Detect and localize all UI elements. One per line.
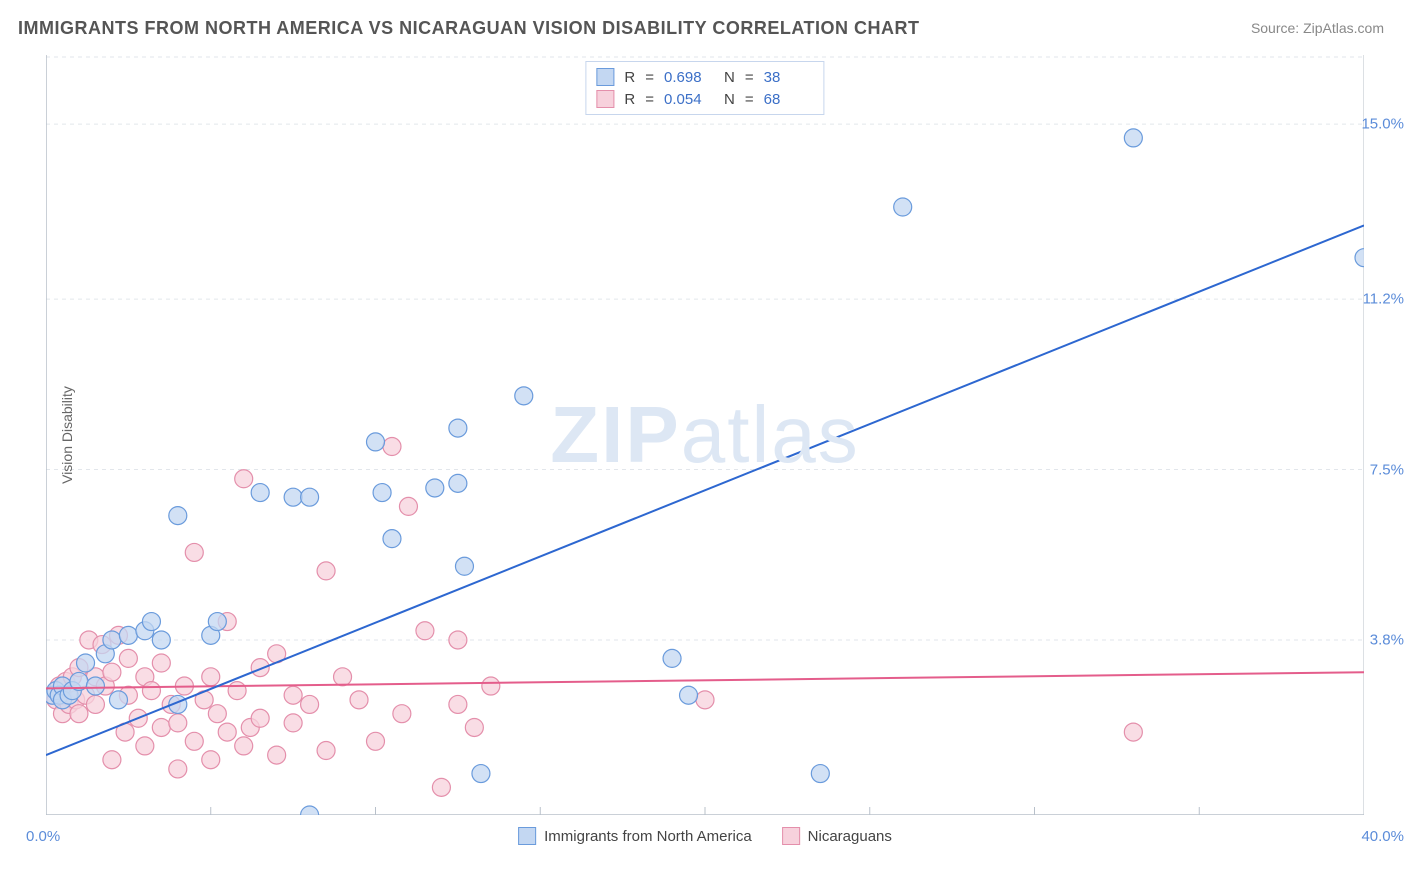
series-label-blue: Immigrants from North America bbox=[544, 828, 752, 845]
legend-item-blue: Immigrants from North America bbox=[518, 827, 752, 845]
chart-plot-area: ZIPatlas Vision Disability R = 0.698 N =… bbox=[46, 55, 1364, 815]
y-axis-label: Vision Disability bbox=[59, 386, 75, 484]
swatch-blue-icon-2 bbox=[518, 827, 536, 845]
swatch-pink-icon bbox=[596, 90, 614, 108]
x-tick-max: 40.0% bbox=[1361, 828, 1404, 845]
x-tick-min: 0.0% bbox=[26, 828, 60, 845]
source-link[interactable]: ZipAtlas.com bbox=[1303, 20, 1384, 36]
source-prefix: Source: bbox=[1251, 20, 1303, 36]
swatch-blue-icon bbox=[596, 68, 614, 86]
eq-label: = bbox=[645, 69, 654, 86]
source-attribution: Source: ZipAtlas.com bbox=[1251, 20, 1384, 36]
y-tick-label: 3.8% bbox=[1370, 631, 1404, 648]
eq-label-p: = bbox=[645, 91, 654, 108]
n-value-blue: 38 bbox=[764, 69, 814, 86]
legend-item-pink: Nicaraguans bbox=[782, 827, 892, 845]
legend-row-blue: R = 0.698 N = 38 bbox=[596, 66, 813, 88]
y-tick-label: 7.5% bbox=[1370, 461, 1404, 478]
scatter-plot-svg bbox=[46, 55, 1364, 815]
r-value-pink: 0.054 bbox=[664, 91, 714, 108]
y-tick-label: 11.2% bbox=[1363, 291, 1404, 308]
n-value-pink: 68 bbox=[764, 91, 814, 108]
correlation-legend: R = 0.698 N = 38 R = 0.054 N = 68 bbox=[585, 61, 824, 115]
y-tick-label: 15.0% bbox=[1361, 116, 1404, 133]
eq-label-2: = bbox=[745, 69, 754, 86]
n-label: N bbox=[724, 69, 735, 86]
series-legend: Immigrants from North America Nicaraguan… bbox=[518, 827, 892, 845]
swatch-pink-icon-2 bbox=[782, 827, 800, 845]
chart-title: IMMIGRANTS FROM NORTH AMERICA VS NICARAG… bbox=[18, 18, 920, 39]
legend-row-pink: R = 0.054 N = 68 bbox=[596, 88, 813, 110]
r-label: R bbox=[624, 69, 635, 86]
eq-label-p2: = bbox=[745, 91, 754, 108]
n-label-p: N bbox=[724, 91, 735, 108]
r-value-blue: 0.698 bbox=[664, 69, 714, 86]
r-label-p: R bbox=[624, 91, 635, 108]
series-label-pink: Nicaraguans bbox=[808, 828, 892, 845]
